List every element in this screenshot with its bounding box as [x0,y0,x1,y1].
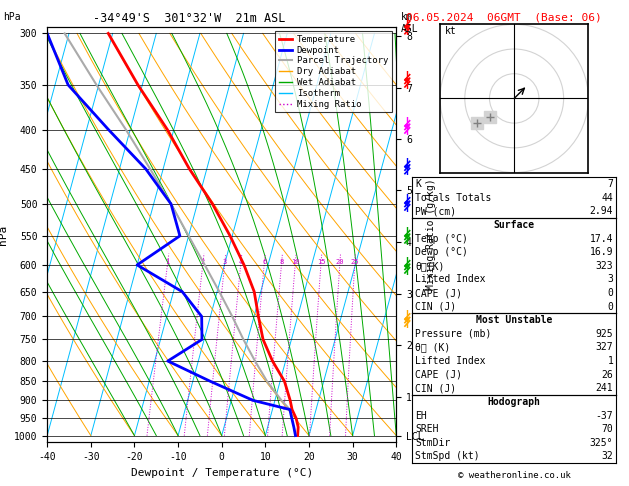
Text: 925: 925 [596,329,613,339]
Text: 06.05.2024  06GMT  (Base: 06): 06.05.2024 06GMT (Base: 06) [406,12,601,22]
Text: Most Unstable: Most Unstable [476,315,552,325]
Text: hPa: hPa [3,12,21,22]
Text: θᴄ (K): θᴄ (K) [415,343,450,352]
Text: km
ASL: km ASL [401,12,418,34]
Text: Surface: Surface [494,220,535,230]
Text: 10: 10 [291,259,299,265]
Text: kt: kt [445,26,457,36]
Text: 325°: 325° [590,438,613,448]
Text: 26: 26 [601,370,613,380]
Text: CAPE (J): CAPE (J) [415,288,462,298]
Text: 8: 8 [279,259,284,265]
Text: StmSpd (kt): StmSpd (kt) [415,451,480,461]
X-axis label: Dewpoint / Temperature (°C): Dewpoint / Temperature (°C) [131,468,313,478]
Text: Pressure (mb): Pressure (mb) [415,329,491,339]
Text: PW (cm): PW (cm) [415,207,456,216]
Text: 1: 1 [165,259,170,265]
Text: 70: 70 [601,424,613,434]
Text: Temp (°C): Temp (°C) [415,234,468,243]
Text: 241: 241 [596,383,613,393]
Text: 32: 32 [601,451,613,461]
Text: 0: 0 [608,302,613,312]
Text: 2.94: 2.94 [590,207,613,216]
Text: EH: EH [415,411,427,420]
Legend: Temperature, Dewpoint, Parcel Trajectory, Dry Adiabat, Wet Adiabat, Isotherm, Mi: Temperature, Dewpoint, Parcel Trajectory… [275,31,392,112]
Text: Lifted Index: Lifted Index [415,356,486,366]
Text: SREH: SREH [415,424,438,434]
Text: K: K [415,179,421,189]
Text: 323: 323 [596,261,613,271]
Text: 25: 25 [350,259,359,265]
Text: Lifted Index: Lifted Index [415,275,486,284]
Text: CIN (J): CIN (J) [415,302,456,312]
Text: © weatheronline.co.uk: © weatheronline.co.uk [458,471,571,480]
Y-axis label: hPa: hPa [0,225,8,244]
Text: 20: 20 [335,259,344,265]
Text: 16.9: 16.9 [590,247,613,257]
Text: Dewp (°C): Dewp (°C) [415,247,468,257]
Text: -34°49'S  301°32'W  21m ASL: -34°49'S 301°32'W 21m ASL [92,12,285,25]
Text: 15: 15 [316,259,325,265]
Y-axis label: Mixing Ratio (g/kg): Mixing Ratio (g/kg) [426,179,437,290]
Text: 44: 44 [601,193,613,203]
Text: -37: -37 [596,411,613,420]
Text: Hodograph: Hodograph [487,397,541,407]
Text: 0: 0 [608,288,613,298]
Text: CAPE (J): CAPE (J) [415,370,462,380]
Text: 2: 2 [201,259,205,265]
Text: 4: 4 [238,259,243,265]
Text: 3: 3 [223,259,226,265]
Text: θᴄ(K): θᴄ(K) [415,261,445,271]
Text: 1: 1 [608,356,613,366]
Text: CIN (J): CIN (J) [415,383,456,393]
Text: 7: 7 [608,179,613,189]
Text: 327: 327 [596,343,613,352]
Text: 17.4: 17.4 [590,234,613,243]
Text: Totals Totals: Totals Totals [415,193,491,203]
Text: StmDir: StmDir [415,438,450,448]
Text: 3: 3 [608,275,613,284]
Text: 6: 6 [262,259,266,265]
